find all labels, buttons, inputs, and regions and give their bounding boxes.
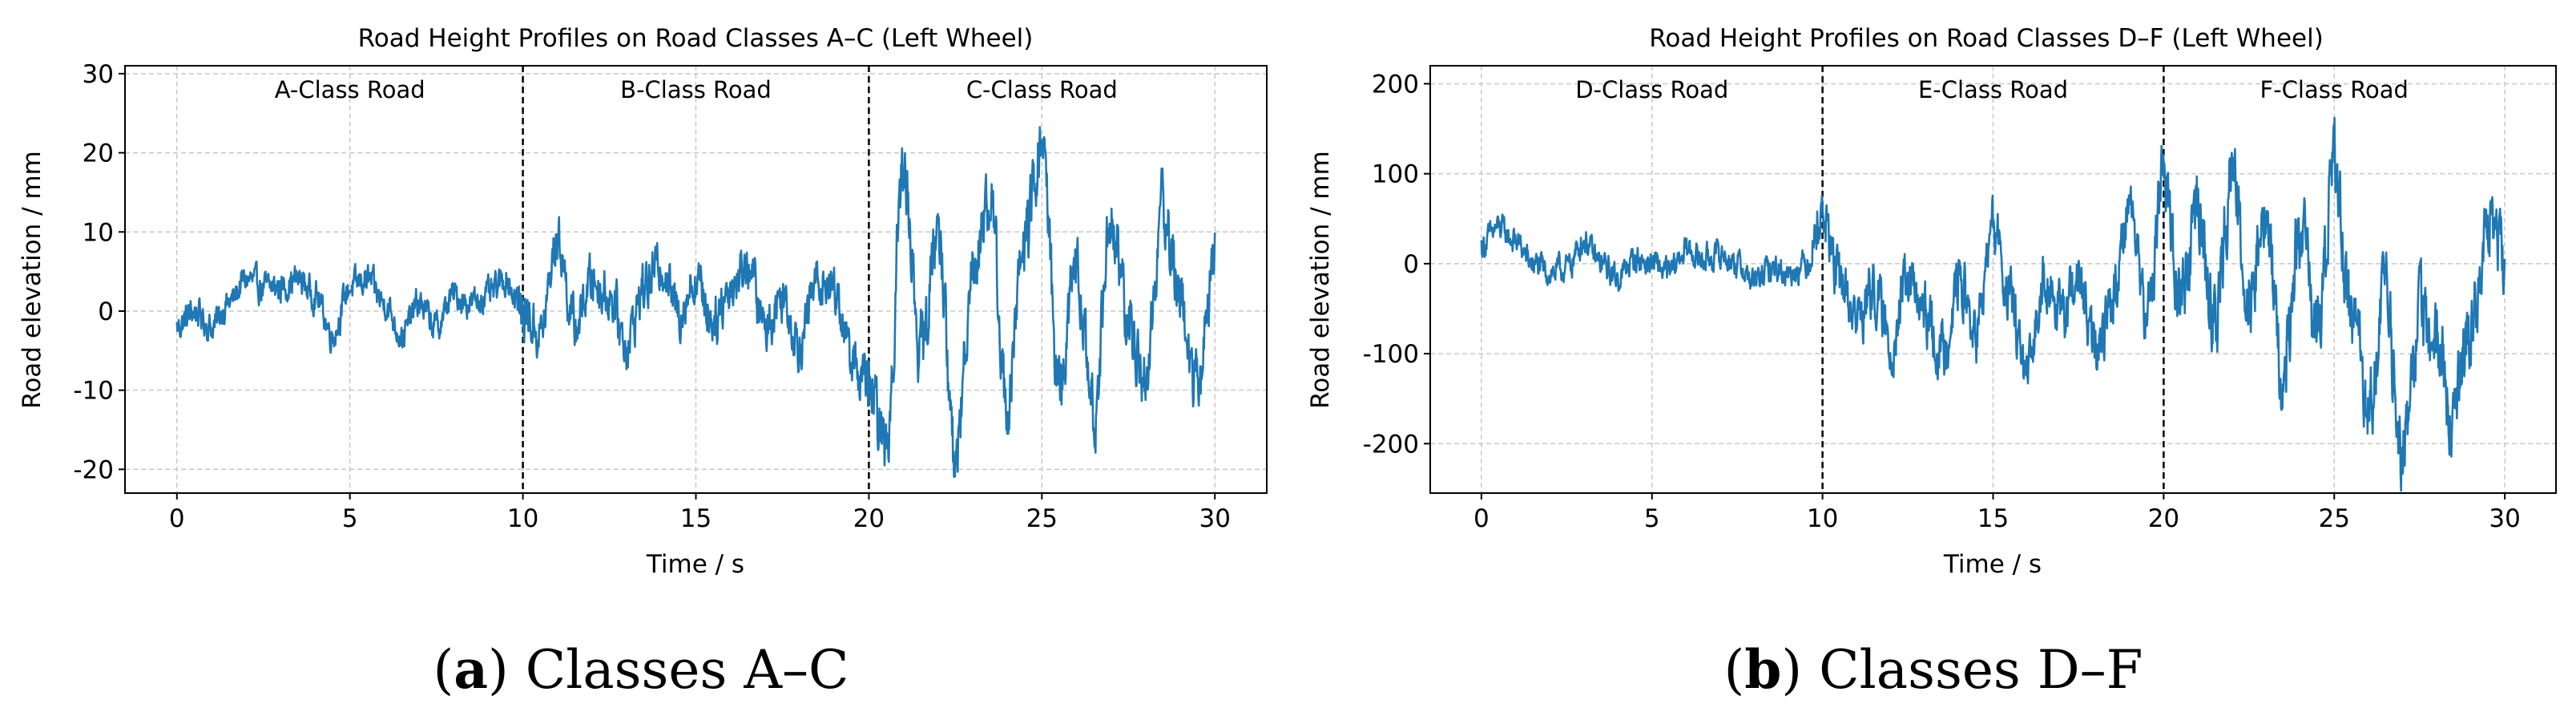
caption-a: (a) Classes A–C <box>433 638 849 701</box>
x-tick-label: 5 <box>342 504 358 533</box>
caption-text: ) Classes D–F <box>1781 639 2143 701</box>
y-tick-label: 20 <box>83 140 114 168</box>
region-label: B-Class Road <box>620 76 772 103</box>
x-axis-label: Time / s <box>646 550 744 579</box>
chart-title: Road Height Profiles on Road Classes D–F… <box>1649 24 2324 53</box>
region-dividers <box>1821 66 2165 493</box>
y-tick-label: 30 <box>83 60 114 89</box>
x-tick-label: 0 <box>1473 504 1490 533</box>
region-label: C-Class Road <box>966 76 1118 103</box>
y-tick-label: -200 <box>1363 430 1419 459</box>
y-tick-label: 0 <box>1403 250 1419 279</box>
region-labels: A-Class Road B-Class Road C-Class Road <box>275 76 1118 103</box>
x-tick-label: 15 <box>1977 504 2009 533</box>
region-dividers <box>522 66 870 493</box>
region-label: D-Class Road <box>1575 76 1728 103</box>
x-tick-label: 20 <box>2148 504 2179 533</box>
x-tick-label: 5 <box>1644 504 1660 533</box>
y-tick-label: 0 <box>98 297 114 326</box>
region-label: A-Class Road <box>275 76 425 103</box>
x-tick-label: 25 <box>2319 504 2350 533</box>
y-tick-label: 10 <box>83 218 114 247</box>
x-tick-label: 20 <box>853 504 885 533</box>
y-axis-ticks: -200 -100 0 100 200 <box>1363 70 1430 459</box>
y-tick-label: -100 <box>1363 340 1419 369</box>
x-tick-label: 25 <box>1026 504 1058 533</box>
caption-open: ( <box>1724 639 1745 701</box>
caption-open: ( <box>433 639 454 701</box>
series-line-path <box>175 126 1216 479</box>
y-axis-ticks: -20 -10 0 10 20 30 <box>73 60 125 484</box>
x-tick-label: 15 <box>680 504 712 533</box>
x-axis-ticks: 0 5 10 15 20 25 30 <box>1473 493 2521 533</box>
x-axis-ticks: 0 5 10 15 20 25 30 <box>169 493 1231 533</box>
y-axis-label: Road elevation / mm <box>1306 151 1335 409</box>
x-tick-label: 10 <box>1807 504 1838 533</box>
caption-letter: b <box>1744 638 1781 701</box>
caption-text: ) Classes A–C <box>488 639 849 701</box>
series-line <box>175 126 1216 479</box>
y-tick-label: 100 <box>1372 160 1419 189</box>
x-tick-label: 30 <box>1199 504 1231 533</box>
region-labels: D-Class Road E-Class Road F-Class Road <box>1575 76 2409 103</box>
x-tick-label: 0 <box>169 504 185 533</box>
chart-title: Road Height Profiles on Road Classes A–C… <box>358 24 1034 53</box>
caption-letter: a <box>454 638 488 701</box>
y-tick-label: -10 <box>73 377 114 406</box>
caption-b: (b) Classes D–F <box>1724 638 2143 701</box>
region-label: E-Class Road <box>1918 76 2068 103</box>
x-tick-label: 30 <box>2489 504 2520 533</box>
x-axis-label: Time / s <box>1943 550 2042 579</box>
chart-panel-b: Road Height Profiles on Road Classes D–F… <box>1306 24 2557 701</box>
y-tick-label: -20 <box>73 455 114 484</box>
y-axis-label: Road elevation / mm <box>18 151 46 409</box>
region-label: F-Class Road <box>2260 76 2409 103</box>
x-tick-label: 10 <box>507 504 538 533</box>
chart-panel-a: Road Height Profiles on Road Classes A–C… <box>18 24 1268 701</box>
series-line <box>1480 116 2506 492</box>
y-tick-label: 200 <box>1372 70 1419 99</box>
series-line-path <box>1480 116 2506 492</box>
